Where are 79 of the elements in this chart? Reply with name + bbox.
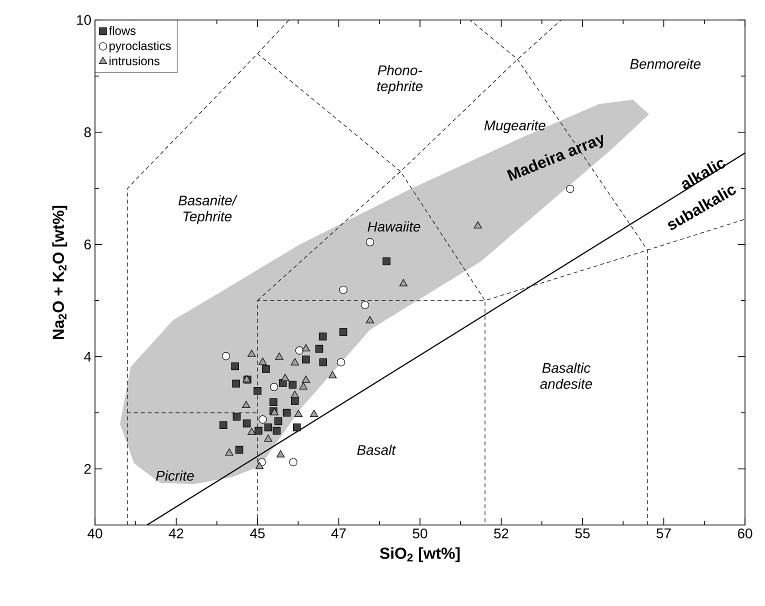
- point: [258, 415, 267, 424]
- point: [270, 398, 278, 406]
- annotation: Basalt: [357, 444, 396, 455]
- point: [242, 400, 250, 408]
- y-tick-label: 6: [84, 240, 91, 250]
- y-tick-label: 8: [84, 127, 91, 138]
- point: [315, 344, 324, 353]
- point: [302, 376, 310, 383]
- point: [275, 352, 284, 360]
- point: [264, 423, 272, 432]
- y-tick-label: 2: [84, 464, 91, 474]
- annotation: Benmoreite: [630, 58, 701, 69]
- x-tick-label: 57: [656, 528, 671, 538]
- point: [270, 382, 278, 392]
- point: [360, 300, 370, 310]
- point: [282, 408, 291, 417]
- point: [290, 358, 299, 366]
- point: [299, 382, 308, 390]
- x-tick-label: 50: [412, 528, 428, 538]
- annotation: Phono- tephrite: [377, 65, 423, 94]
- point: [295, 346, 304, 355]
- point: [294, 410, 303, 417]
- legend-label: flows: [108, 26, 136, 35]
- annotation: Mugearite: [484, 120, 546, 134]
- x-tick-label: 55: [575, 528, 590, 538]
- point: [292, 423, 301, 432]
- point: [264, 434, 272, 442]
- legend-label: pyroclastics: [110, 41, 171, 52]
- point: [366, 316, 374, 324]
- point: [339, 286, 348, 294]
- annotation: Hawaiite: [368, 221, 420, 232]
- point: [274, 417, 282, 426]
- point: [281, 374, 290, 382]
- x-tick-label: 40: [88, 528, 102, 538]
- point: [248, 428, 256, 435]
- x-tick-label: 42: [168, 528, 184, 538]
- point: [382, 257, 390, 266]
- annotation: Picrite: [156, 470, 194, 481]
- x-tick-label: 47: [331, 528, 346, 538]
- point: [254, 426, 262, 435]
- point: [235, 446, 244, 454]
- point: [318, 332, 327, 340]
- point: [302, 344, 310, 352]
- point: [272, 426, 281, 435]
- annotation: Basaltic andesite: [540, 362, 592, 389]
- legend-label: intrusions: [110, 56, 160, 66]
- y-tick-label: 10: [77, 15, 91, 25]
- x-axis-title: SiO$_{2}$ [wt%]: [380, 547, 460, 562]
- point: [336, 358, 346, 366]
- point: [399, 279, 408, 286]
- point: [225, 448, 234, 456]
- annotation: Basanite/ Tephrite: [178, 195, 238, 224]
- point: [242, 420, 251, 428]
- point: [290, 397, 299, 405]
- point: [232, 380, 240, 388]
- point: [319, 358, 328, 366]
- y-tick-label: 4: [84, 352, 92, 362]
- point: [366, 238, 374, 246]
- point: [302, 356, 310, 364]
- x-tick-label: 60: [738, 528, 752, 538]
- y-axis-title: Na$_{2}$O + K$_{2}$O [wt%]: [52, 206, 68, 340]
- point: [474, 221, 482, 228]
- point: [276, 450, 285, 458]
- point: [254, 387, 262, 395]
- point: [258, 358, 267, 365]
- point: [231, 362, 239, 370]
- point: [310, 410, 318, 417]
- x-tick-label: 52: [494, 528, 508, 538]
- point: [290, 390, 299, 398]
- point: [262, 365, 270, 373]
- point: [339, 328, 348, 336]
- point: [248, 350, 256, 357]
- point: [219, 421, 228, 430]
- point: [288, 380, 296, 389]
- point: [222, 352, 230, 360]
- point: [232, 412, 241, 421]
- x-tick-label: 45: [250, 528, 265, 538]
- point: [328, 371, 337, 378]
- point: [255, 462, 264, 470]
